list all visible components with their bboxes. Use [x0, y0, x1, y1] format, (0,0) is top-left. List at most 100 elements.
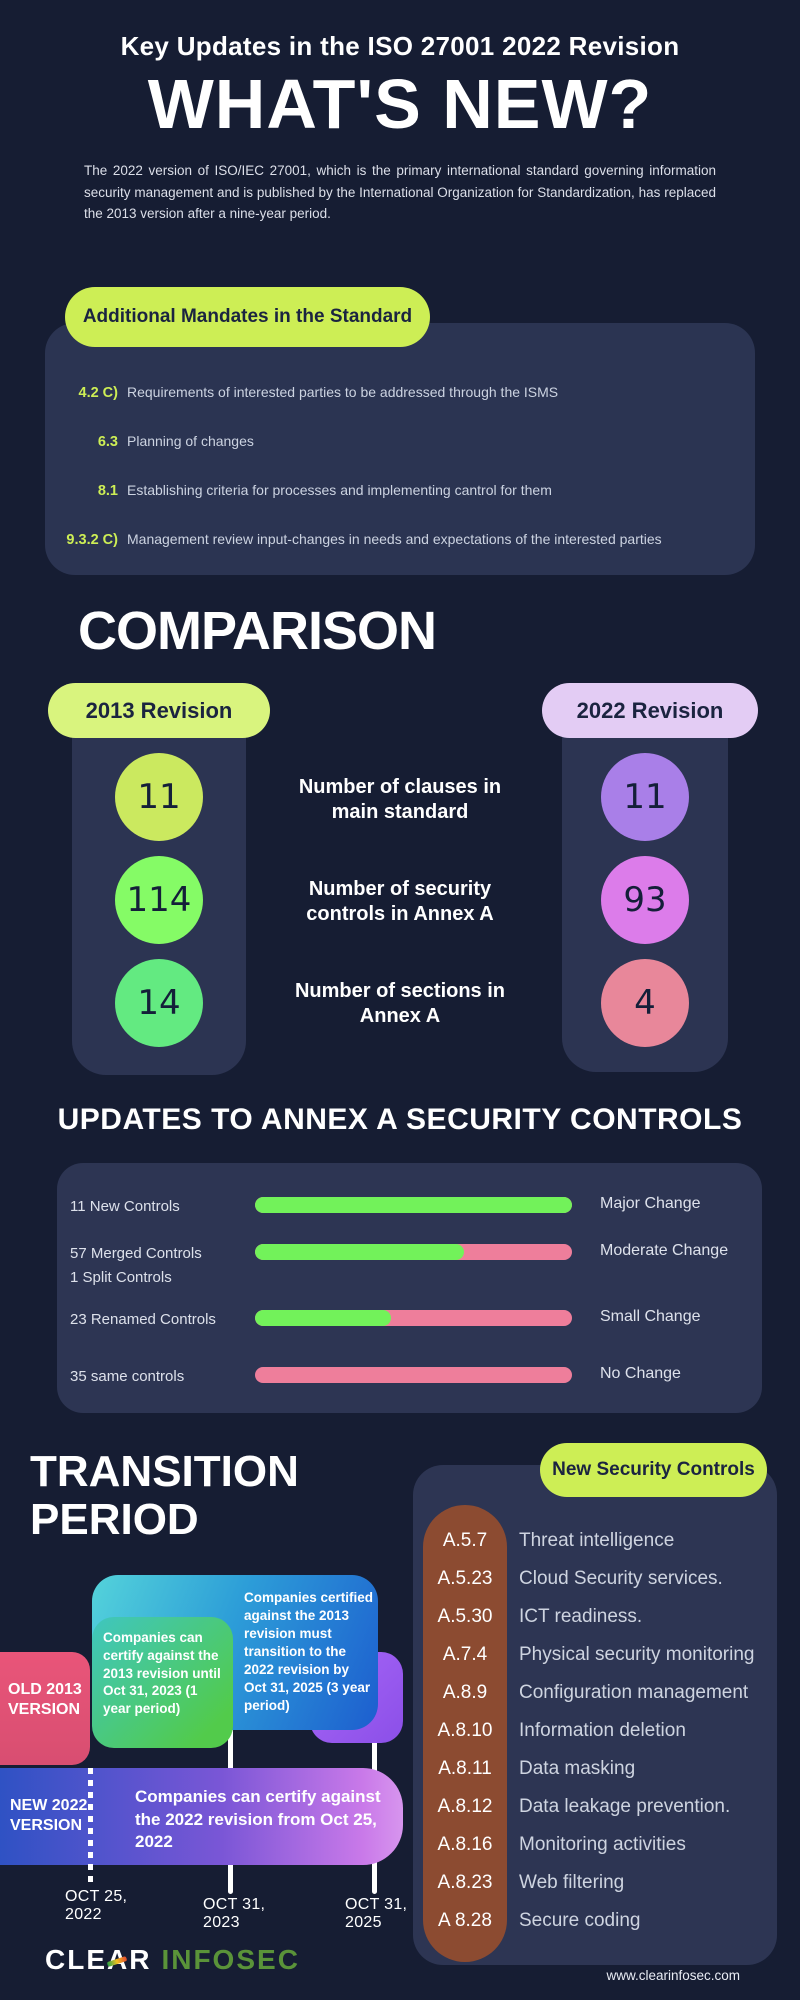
website-url: www.clearinfosec.com	[606, 1968, 740, 1983]
old-2013-label: OLD 2013 VERSION	[8, 1681, 82, 1718]
metric-controls: Number of security controls in Annex A	[306, 878, 494, 925]
mandates-card	[45, 323, 755, 575]
comparison-title: COMPARISON	[78, 601, 437, 661]
value-2022-controls: 93	[601, 856, 689, 944]
control-name: Physical security monitoring	[519, 1644, 755, 1665]
control-name: Monitoring activities	[519, 1834, 686, 1855]
transition-title-line1: TRANSITION	[30, 1447, 299, 1496]
control-row: A 8.28 Secure coding	[423, 1902, 773, 1940]
bar-label: 57 Merged Controls 1 Split Controls	[70, 1242, 202, 1290]
value-2013-sections: 14	[115, 959, 203, 1047]
timeline-date-oct25-2022: OCT 25, 2022	[65, 1888, 127, 1924]
revision-2013-pill: 2013 Revision	[48, 683, 270, 738]
transition-title: TRANSITION PERIOD	[30, 1448, 299, 1543]
new-controls-heading-pill: New Security Controls	[540, 1443, 767, 1497]
mandates-heading-pill: Additional Mandates in the Standard	[65, 287, 430, 347]
control-name: Information deletion	[519, 1720, 686, 1741]
control-code: A.5.7	[442, 1530, 488, 1551]
revision-2013-label: 2013 Revision	[85, 697, 233, 723]
control-row: A.8.9 Configuration management	[423, 1674, 773, 1712]
mandate-ref: 8.1	[97, 483, 118, 499]
bar-green-fill	[255, 1310, 392, 1326]
change-level-label: Major Change	[600, 1195, 701, 1212]
mandates-heading: Additional Mandates in the Standard	[82, 306, 413, 327]
bar-label: 11 New Controls	[70, 1198, 180, 1215]
new-2022-label: NEW 2022 VERSION	[10, 1797, 88, 1834]
control-code: A.8.11	[438, 1758, 492, 1779]
bar-label: 23 Renamed Controls	[70, 1311, 216, 1328]
change-bar-major	[255, 1197, 572, 1213]
control-row: A.7.4 Physical security monitoring	[423, 1636, 773, 1674]
kicker-title: Key Updates in the ISO 27001 2022 Revisi…	[120, 31, 680, 61]
control-code: A 8.28	[438, 1910, 492, 1931]
control-row: A.8.16 Monitoring activities	[423, 1826, 773, 1864]
timeline-date-oct31-2023: OCT 31, 2023	[203, 1896, 265, 1932]
control-code: A.8.10	[437, 1720, 493, 1741]
revision-2022-label: 2022 Revision	[576, 697, 724, 723]
transition-title-line2: PERIOD	[30, 1494, 199, 1544]
new-controls-list: A.5.7 Threat intelligence A.5.23 Cloud S…	[423, 1522, 773, 1940]
change-bar-none	[255, 1367, 572, 1383]
control-code: A.5.30	[437, 1606, 493, 1627]
bar-label-line2: 1 Split Controls	[70, 1269, 172, 1286]
change-bar-moderate	[255, 1244, 572, 1260]
control-name: Threat intelligence	[519, 1530, 675, 1551]
mandate-ref: 4.2 C)	[78, 385, 119, 401]
mandate-text: Requirements of interested parties to be…	[127, 384, 559, 400]
bar-label: 35 same controls	[70, 1368, 185, 1385]
date-line2: 2023	[203, 1913, 240, 1931]
revision-2022-pill: 2022 Revision	[542, 683, 758, 738]
change-level-label: Moderate Change	[600, 1242, 729, 1259]
date-line1: OCT 25,	[65, 1888, 128, 1905]
intro-paragraph: The 2022 version of ISO/IEC 27001, which…	[84, 163, 716, 222]
control-name: Web filtering	[519, 1872, 625, 1893]
control-name: Configuration management	[519, 1682, 749, 1703]
control-code: A.8.9	[442, 1682, 488, 1703]
mandate-row: 4.2 C) Requirements of interested partie…	[60, 384, 750, 401]
control-name: Data leakage prevention.	[519, 1796, 731, 1817]
date-line2: 2022	[65, 1905, 102, 1923]
mandate-row: 6.3 Planning of changes	[60, 433, 750, 450]
metric-clauses: Number of clauses in main standard	[298, 776, 502, 823]
control-name: Data masking	[519, 1758, 636, 1779]
control-code: A.8.16	[437, 1834, 493, 1855]
control-row: A.5.23 Cloud Security services.	[423, 1560, 773, 1598]
mandate-text: Establishing criteria for processes and …	[127, 482, 552, 498]
mandate-row: 8.1 Establishing criteria for processes …	[60, 482, 750, 499]
control-row: A.8.23 Web filtering	[423, 1864, 773, 1902]
value-2022-sections: 4	[601, 959, 689, 1047]
bar-green-fill	[255, 1197, 572, 1213]
logo-clear-text: CLEAR	[45, 1944, 152, 1975]
new-2022-band	[0, 1768, 403, 1865]
control-name: Secure coding	[519, 1910, 641, 1931]
control-row: A.8.11 Data masking	[423, 1750, 773, 1788]
value-2022-clauses: 11	[601, 753, 689, 841]
mandate-text: Planning of changes	[127, 433, 254, 449]
control-code: A.8.12	[437, 1796, 493, 1817]
value-2013-clauses: 11	[115, 753, 203, 841]
control-row: A.5.30 ICT readiness.	[423, 1598, 773, 1636]
timeline-date-oct31-2025: OCT 31, 2025	[345, 1896, 407, 1932]
control-row: A.8.12 Data leakage prevention.	[423, 1788, 773, 1826]
logo-infosec-text: INFOSEC	[161, 1944, 300, 1975]
control-row: A.8.10 Information deletion	[423, 1712, 773, 1750]
control-name: ICT readiness.	[519, 1606, 643, 1627]
old-2013-band: OLD 2013 VERSION	[0, 1652, 90, 1765]
new-controls-code-column	[423, 1505, 507, 1962]
metric-sections: Number of sections in Annex A	[294, 980, 506, 1027]
bar-label-line1: 57 Merged Controls	[70, 1245, 202, 1262]
transition-2025-text: Companies certified against the 2013 rev…	[244, 1590, 374, 1713]
control-code: A.5.23	[437, 1568, 493, 1589]
certify-2022-text: Companies can certify against the 2022 r…	[135, 1787, 381, 1852]
control-name: Cloud Security services.	[519, 1568, 723, 1589]
control-code: A.7.4	[442, 1644, 488, 1665]
change-level-label: Small Change	[600, 1308, 701, 1325]
timeline-dotted-line-2022	[88, 1768, 93, 1886]
value-2013-controls: 114	[115, 856, 203, 944]
certify-2013-text: Companies can certify against the 2013 r…	[103, 1630, 221, 1717]
bar-green-fill	[255, 1244, 465, 1260]
annex-updates-title: UPDATES TO ANNEX A SECURITY CONTROLS	[57, 1103, 743, 1136]
mandate-row: 9.3.2 C) Management review input-changes…	[60, 531, 750, 548]
mandate-ref: 6.3	[97, 434, 118, 450]
